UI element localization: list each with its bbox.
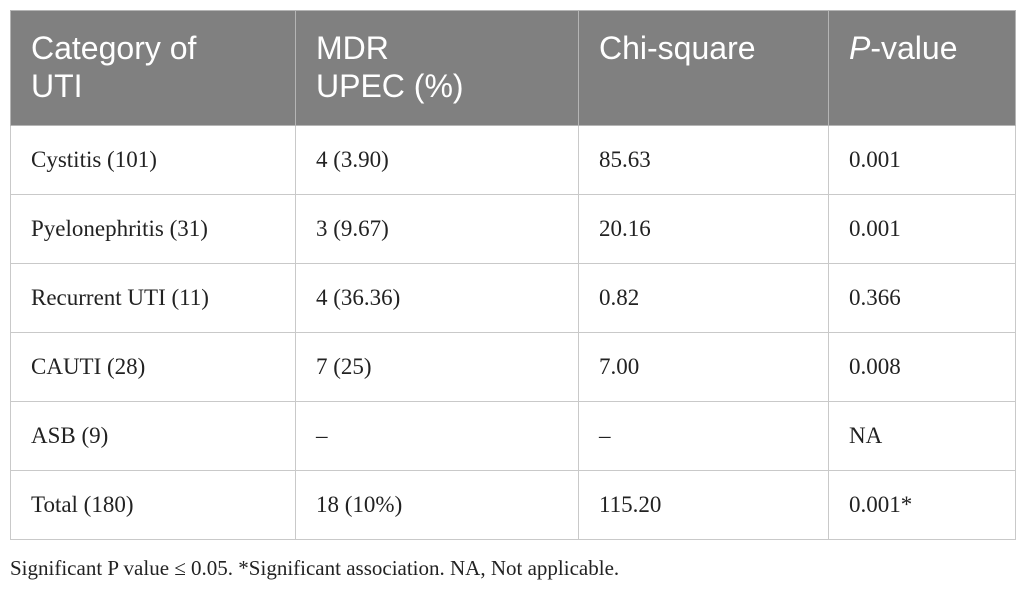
table-row: Total (180) 18 (10%) 115.20 0.001* <box>10 470 1016 540</box>
table-cell: ASB (9) <box>10 401 296 471</box>
table-cell: 20.16 <box>578 194 829 264</box>
header-cell: Chi-square <box>578 10 829 126</box>
header-text: Category of UTI <box>31 30 197 104</box>
table-cell: 0.001 <box>828 194 1016 264</box>
table-cell: – <box>295 401 579 471</box>
table-cell: 7.00 <box>578 332 829 402</box>
table-cell: 7 (25) <box>295 332 579 402</box>
table-row: Pyelonephritis (31) 3 (9.67) 20.16 0.001 <box>10 194 1016 264</box>
table-cell: NA <box>828 401 1016 471</box>
header-cell: P-value <box>828 10 1016 126</box>
header-cell: MDR UPEC (%) <box>295 10 579 126</box>
header-italic: P <box>849 30 871 66</box>
table-cell: 0.008 <box>828 332 1016 402</box>
data-table: Category of UTI MDR UPEC (%) Chi-square … <box>10 10 1016 540</box>
table-cell: 0.001* <box>828 470 1016 540</box>
table-row: Recurrent UTI (11) 4 (36.36) 0.82 0.366 <box>10 263 1016 333</box>
header-text: Chi-square <box>599 30 756 66</box>
table-cell: 4 (3.90) <box>295 125 579 195</box>
table-cell: 3 (9.67) <box>295 194 579 264</box>
table-cell: Recurrent UTI (11) <box>10 263 296 333</box>
header-cell: Category of UTI <box>10 10 296 126</box>
table-cell: 0.82 <box>578 263 829 333</box>
header-text: -value <box>870 30 958 66</box>
table-cell: 0.001 <box>828 125 1016 195</box>
table-cell: 115.20 <box>578 470 829 540</box>
table-cell: 18 (10%) <box>295 470 579 540</box>
header-row: Category of UTI MDR UPEC (%) Chi-square … <box>10 10 1016 126</box>
table-cell: Total (180) <box>10 470 296 540</box>
footnote: Significant P value ≤ 0.05. *Significant… <box>10 556 620 580</box>
header-text: MDR UPEC (%) <box>316 30 464 104</box>
table-row: ASB (9) – – NA <box>10 401 1016 471</box>
table-cell: CAUTI (28) <box>10 332 296 402</box>
table-row: CAUTI (28) 7 (25) 7.00 0.008 <box>10 332 1016 402</box>
table-cell: 0.366 <box>828 263 1016 333</box>
table-cell: Cystitis (101) <box>10 125 296 195</box>
table-cell: 85.63 <box>578 125 829 195</box>
table-cell: 4 (36.36) <box>295 263 579 333</box>
table-cell: – <box>578 401 829 471</box>
table-row: Cystitis (101) 4 (3.90) 85.63 0.001 <box>10 125 1016 195</box>
table-cell: Pyelonephritis (31) <box>10 194 296 264</box>
